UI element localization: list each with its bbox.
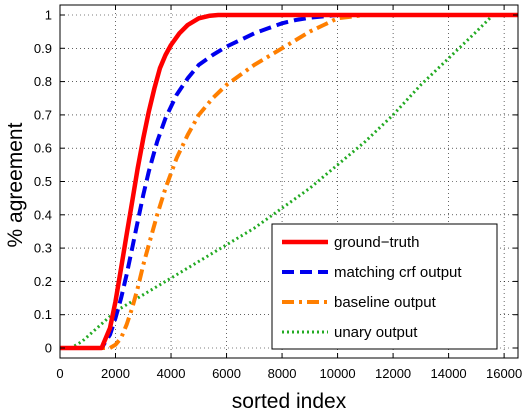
y-tick-label: 0 <box>45 341 52 356</box>
x-tick-label: 8000 <box>268 366 297 381</box>
legend-label: unary output <box>334 324 418 341</box>
x-tick-label: 10000 <box>319 366 355 381</box>
legend-box <box>271 223 498 350</box>
y-tick-label: 0.3 <box>34 241 52 256</box>
x-tick-label: 12000 <box>375 366 411 381</box>
legend: ground−truth matching crf output baseline … <box>271 223 498 350</box>
x-tick-label: 16000 <box>486 366 522 381</box>
y-tick-label: 0.2 <box>34 274 52 289</box>
y-axis-label: % agreement <box>4 122 27 247</box>
legend-label: matching crf output <box>334 264 462 281</box>
y-tick-label: 0.6 <box>34 141 52 156</box>
y-tick-label: 0.5 <box>34 174 52 189</box>
legend-label: ground−truth <box>334 234 419 251</box>
x-tick-label: 0 <box>56 366 63 381</box>
y-tick-label: 0.1 <box>34 307 52 322</box>
x-tick-label: 6000 <box>212 366 241 381</box>
x-axis: 0 2000 4000 6000 8000 10000 12000 14000 16000 <box>56 5 522 381</box>
y-tick-label: 0.8 <box>34 74 52 89</box>
y-tick-label: 0.4 <box>34 207 52 222</box>
y-tick-label: 1 <box>45 7 52 22</box>
series-line <box>60 12 518 351</box>
y-axis: 0 0.1 0.2 0.3 0.4 0.5 0.6 0.7 0.8 0.9 1 <box>34 7 518 356</box>
legend-label: baseline output <box>334 294 437 311</box>
x-tick-label: 14000 <box>431 366 467 381</box>
x-axis-label: sorted index <box>232 390 347 413</box>
y-tick-label: 0.7 <box>34 107 52 122</box>
series-layer <box>60 12 518 351</box>
x-tick-label: 4000 <box>157 366 186 381</box>
y-tick-label: 0.9 <box>34 41 52 56</box>
series-line <box>60 13 518 350</box>
series-line <box>60 13 518 350</box>
x-tick-label: 2000 <box>101 366 130 381</box>
